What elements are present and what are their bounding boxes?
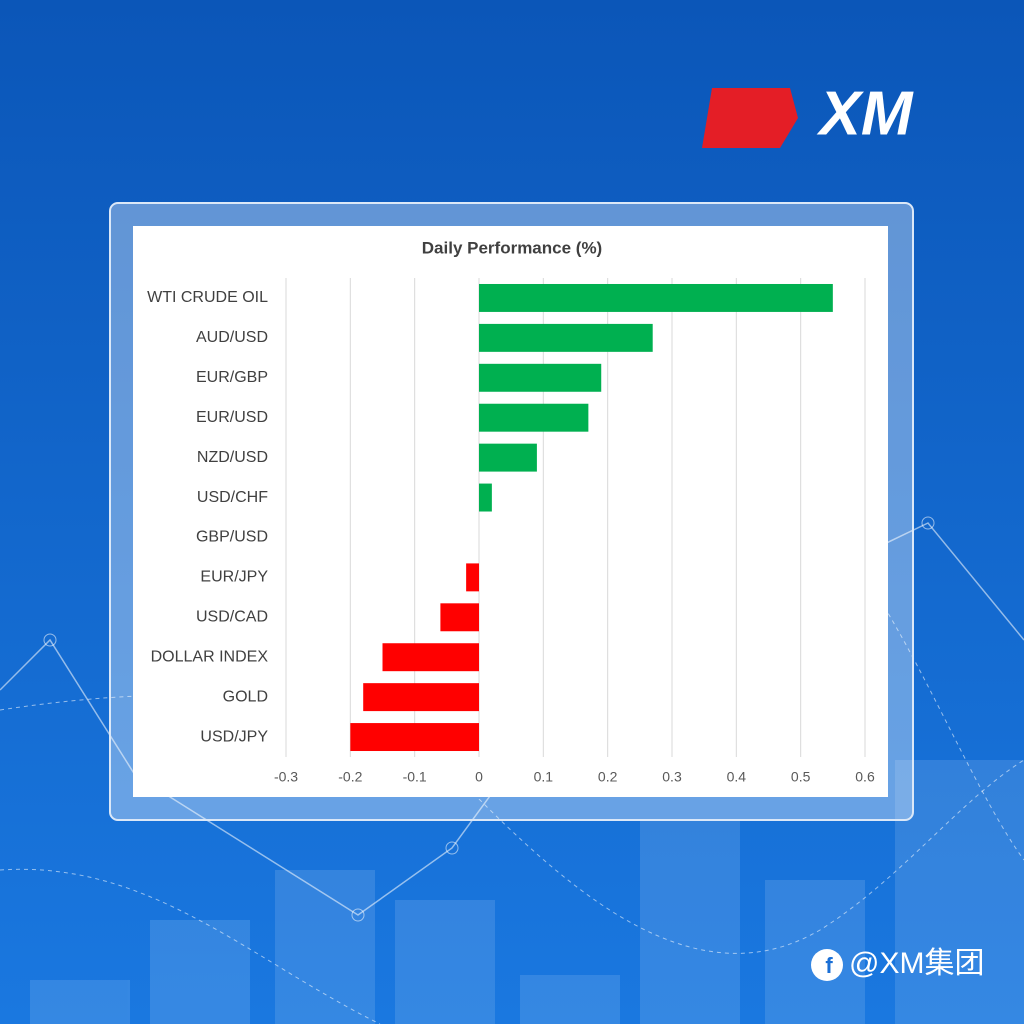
y-tick-label: GOLD: [223, 688, 268, 705]
chart-title: Daily Performance (%): [422, 238, 602, 257]
y-tick-label: EUR/GBP: [196, 369, 268, 386]
x-tick-label: -0.1: [403, 769, 427, 785]
x-tick-label: 0.5: [791, 769, 811, 785]
y-tick-label: AUD/USD: [196, 329, 268, 346]
bar: [382, 643, 479, 672]
logo: XM: [702, 79, 914, 148]
x-tick-label: 0.6: [855, 769, 875, 785]
y-tick-label: EUR/USD: [196, 409, 268, 426]
bar: [479, 443, 537, 472]
bar: [466, 563, 479, 592]
watermark: f @XM集团: [811, 947, 984, 981]
x-tick-label: 0.2: [598, 769, 618, 785]
x-tick-label: 0.1: [534, 769, 554, 785]
y-tick-label: USD/CHF: [197, 489, 268, 506]
plot: -0.3 -0.2 -0.1 0 0.1 0.2 0.3 0.4 0.5 0.6 WTI CRUDE…: [147, 278, 875, 785]
logo-text: XM: [817, 79, 914, 148]
y-tick-label: GBP/USD: [196, 529, 268, 546]
bar: [363, 683, 479, 712]
y-tick-label: USD/CAD: [196, 609, 268, 626]
background-decoration: [30, 760, 1024, 1024]
x-tick-label: 0.4: [727, 769, 747, 785]
x-tick-label: -0.2: [338, 769, 362, 785]
y-tick-label: EUR/JPY: [200, 569, 268, 586]
y-tick-label: USD/JPY: [200, 728, 268, 745]
x-tick-label: -0.3: [274, 769, 298, 785]
bar: [479, 283, 833, 312]
x-tick-label: 0.3: [662, 769, 682, 785]
watermark-text: @XM集团: [849, 947, 984, 980]
bar: [440, 603, 479, 632]
bar: [479, 403, 589, 432]
svg-text:f: f: [825, 953, 833, 978]
bar: [350, 723, 479, 752]
bar: [479, 363, 602, 392]
bar: [479, 323, 653, 352]
y-tick-label: NZD/USD: [197, 449, 268, 466]
y-tick-label: WTI CRUDE OIL: [147, 289, 268, 306]
chart-area: [133, 226, 888, 797]
y-tick-label: DOLLAR INDEX: [151, 648, 269, 665]
x-tick-label: 0: [475, 769, 483, 785]
bar: [479, 483, 492, 512]
